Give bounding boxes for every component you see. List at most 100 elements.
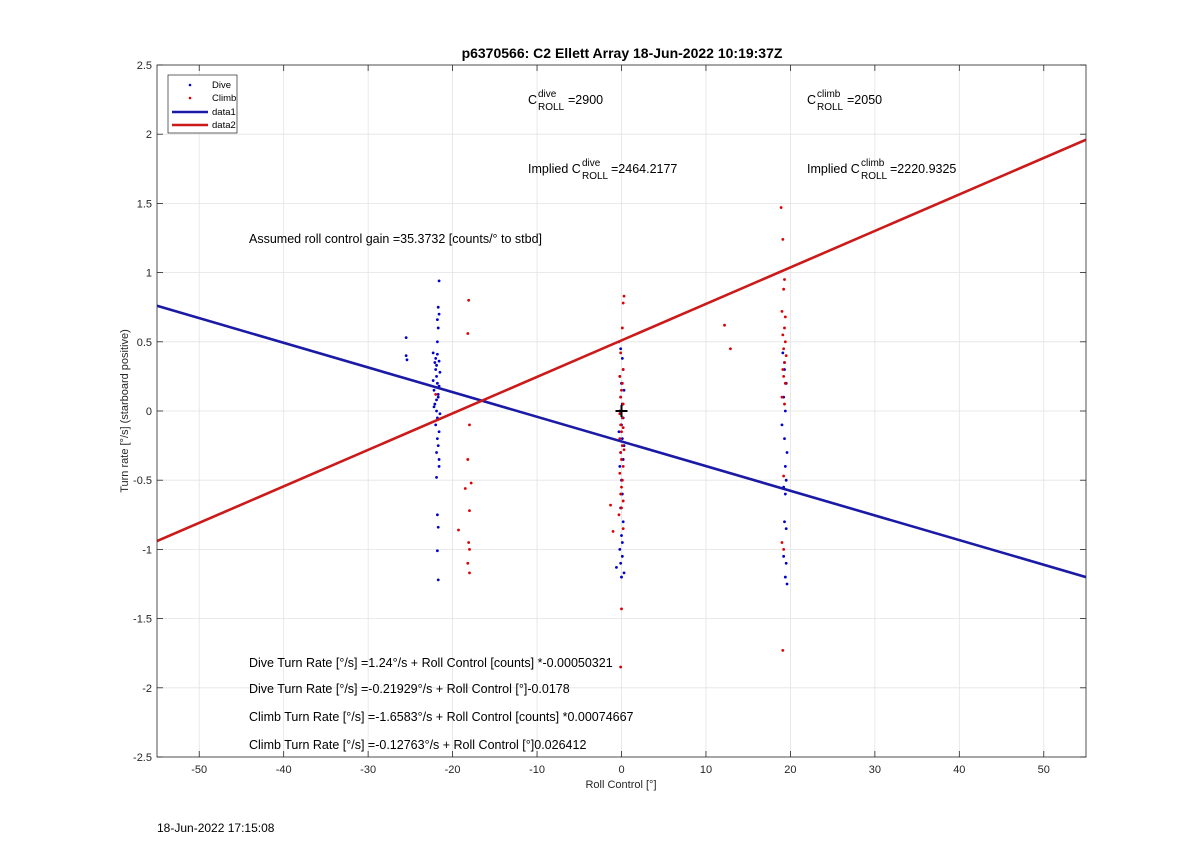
dive-point — [620, 575, 623, 579]
climb-point — [620, 458, 623, 461]
climb-point — [466, 458, 470, 461]
climb-point — [467, 541, 471, 544]
climb-point — [620, 430, 623, 434]
dive-point — [435, 340, 439, 344]
climb-point — [620, 478, 624, 482]
dive-point — [436, 305, 440, 309]
legend-label-data2: data2 — [212, 120, 236, 131]
y-axis-label: Turn rate [°/s] (starboard positive) — [119, 329, 131, 493]
climb-point — [781, 237, 785, 241]
dive-point — [404, 354, 408, 358]
y-tick-label: 0 — [146, 406, 152, 418]
climb-point — [621, 527, 625, 531]
dive-point — [780, 423, 784, 427]
climb-point — [781, 649, 785, 652]
dive-point — [435, 398, 438, 402]
dive-point — [783, 575, 787, 579]
dive-point — [615, 565, 618, 569]
implied-climb-sup: climb — [861, 158, 885, 169]
climb-point — [723, 323, 726, 327]
climb-point — [619, 492, 623, 496]
legend-label-data1: data1 — [212, 107, 236, 118]
c-dive-base: C — [528, 93, 537, 107]
legend-entry-data1: data1 — [172, 107, 236, 118]
dive-point — [617, 430, 621, 434]
climb-point — [466, 561, 470, 565]
implied-climb-sub: ROLL — [861, 171, 888, 182]
dive-point — [783, 437, 786, 441]
dive-point — [435, 363, 438, 367]
dive-point — [785, 582, 789, 586]
dive-point — [619, 347, 623, 351]
implied-climb-value: =2220.9325 — [890, 162, 956, 176]
dive-point — [437, 430, 441, 434]
dive-point — [434, 368, 438, 371]
climb-point — [619, 423, 623, 427]
dive-point — [435, 437, 439, 441]
dive-point — [437, 312, 441, 316]
climb-point — [466, 332, 470, 335]
legend-box — [167, 74, 238, 134]
dive-point — [620, 534, 623, 537]
c-climb-annotation: C climb ROLL =2050 — [807, 89, 882, 113]
legend-entry-dive: Dive — [188, 80, 231, 91]
dive-point — [783, 492, 787, 496]
legend-marker-dive — [188, 83, 192, 87]
climb-point — [619, 665, 623, 669]
x-tick-labels: -50 -40 -30 -20 -10 0 10 20 30 40 50 — [191, 764, 1050, 776]
climb-point — [621, 426, 625, 430]
y-tick-labels: -2.5 -2 -1.5 -1 -0.5 0 0.5 1 1.5 2 2.5 — [133, 60, 152, 764]
climb-point — [611, 530, 615, 533]
y-tick-label: 2.5 — [137, 60, 152, 72]
dive-point — [781, 351, 785, 355]
y-tick-label: 0.5 — [137, 337, 152, 349]
dive-point — [433, 361, 437, 364]
plot-frame — [156, 64, 1087, 758]
dive-point — [435, 513, 439, 517]
climb-point — [618, 471, 622, 475]
climb-point — [457, 528, 460, 532]
climb-point — [468, 509, 471, 513]
climb-point — [620, 485, 623, 489]
dive-point — [437, 359, 441, 363]
dive-point — [622, 388, 626, 392]
climb-point — [783, 381, 787, 385]
dive-point — [783, 520, 786, 524]
y-tick-label: -2 — [142, 683, 152, 695]
dive-point — [436, 326, 440, 330]
x-tick-label: -30 — [360, 764, 376, 776]
dive-point — [620, 357, 624, 360]
dive-point — [435, 409, 438, 413]
c-dive-sup: dive — [538, 89, 557, 100]
roll-gain-annotation: Assumed roll control gain =35.3732 [coun… — [249, 232, 542, 246]
legend-entry-climb: Climb — [188, 93, 236, 104]
x-tick-label: 50 — [1038, 764, 1050, 776]
c-climb-base: C — [807, 93, 816, 107]
dive-point — [785, 451, 789, 454]
implied-dive-sup: dive — [582, 158, 601, 169]
climb-point — [780, 395, 784, 399]
dive-point — [436, 395, 440, 399]
climb-point — [783, 361, 786, 364]
c-climb-sub: ROLL — [817, 102, 844, 113]
dive-point — [618, 548, 622, 551]
data2-line — [157, 138, 1086, 543]
climb-point — [620, 607, 623, 611]
climb-point — [779, 206, 783, 209]
legend-marker-climb — [188, 96, 192, 100]
y-tick-label: 1 — [146, 268, 152, 280]
climb-point — [468, 423, 471, 427]
chart-title: p6370566: C2 Ellett Array 18-Jun-2022 10… — [462, 45, 783, 61]
y-tick-label: -1.5 — [133, 614, 152, 626]
c-dive-annotation: C dive ROLL =2900 — [528, 89, 603, 113]
dive-point — [784, 527, 788, 531]
x-tick-label: 40 — [953, 764, 965, 776]
dive-point — [433, 402, 437, 406]
climb-point — [729, 347, 732, 351]
climb-point — [780, 309, 784, 313]
implied-dive-prefix: Implied C — [528, 162, 581, 176]
legend-label-climb: Climb — [212, 93, 236, 104]
climb-point — [467, 298, 471, 302]
climb-point — [620, 388, 623, 392]
climb-point — [782, 474, 786, 478]
